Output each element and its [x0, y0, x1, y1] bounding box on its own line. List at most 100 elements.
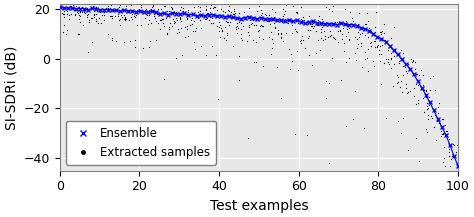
Point — [389, 84, 397, 88]
Point — [402, 87, 410, 90]
Point — [188, 22, 196, 26]
Point — [372, 46, 379, 49]
Point — [235, 54, 243, 58]
Point — [279, 39, 287, 43]
Point — [157, 7, 165, 10]
Point — [373, 44, 381, 48]
Point — [154, 7, 162, 11]
Point — [217, 7, 225, 11]
Point — [113, 8, 121, 12]
Point — [202, 4, 210, 7]
Point — [281, 9, 289, 13]
Point — [346, 10, 354, 14]
Point — [388, 177, 396, 180]
Point — [195, 13, 203, 16]
Point — [158, 17, 166, 20]
Point — [285, 48, 293, 51]
Point — [83, 13, 91, 17]
Point — [159, 21, 167, 24]
Point — [457, 187, 465, 190]
Point — [244, 137, 251, 140]
Point — [280, 7, 287, 11]
Point — [117, 24, 124, 27]
Point — [360, 126, 368, 130]
Point — [298, 18, 305, 21]
Point — [191, 47, 199, 50]
Point — [83, 7, 91, 11]
Point — [114, 12, 121, 15]
Point — [430, 191, 438, 194]
Point — [378, 29, 386, 33]
Point — [113, 7, 120, 11]
Point — [419, 88, 427, 92]
Point — [277, 32, 285, 35]
Point — [152, 16, 159, 19]
Legend: Ensemble, Extracted samples: Ensemble, Extracted samples — [66, 121, 216, 165]
Point — [367, 40, 374, 43]
Point — [370, 64, 378, 68]
Point — [274, 32, 282, 35]
Point — [133, 24, 141, 27]
Point — [271, 21, 278, 24]
Point — [447, 176, 455, 179]
Point — [128, 3, 135, 7]
Point — [394, 75, 402, 79]
Point — [336, 0, 344, 2]
Point — [279, 20, 286, 23]
Point — [366, 42, 374, 45]
Point — [423, 102, 430, 105]
Point — [419, 73, 427, 77]
Point — [306, 53, 313, 56]
Point — [378, 43, 385, 46]
Point — [335, 2, 342, 5]
Point — [316, 49, 324, 52]
Point — [401, 65, 409, 69]
Point — [292, 29, 300, 32]
Point — [165, 0, 173, 3]
Point — [160, 77, 167, 81]
Point — [81, 11, 88, 14]
Point — [215, 25, 222, 28]
Point — [286, 17, 294, 20]
Point — [171, 20, 179, 24]
Point — [125, 11, 132, 14]
Point — [267, 52, 275, 55]
Point — [328, 10, 336, 13]
Point — [255, 4, 263, 7]
Point — [83, 7, 91, 10]
Point — [431, 125, 438, 128]
Point — [176, 16, 184, 19]
Point — [76, 21, 84, 24]
Point — [377, 52, 385, 56]
Point — [256, 24, 264, 27]
Point — [168, 7, 176, 10]
Point — [445, 150, 453, 154]
Point — [149, 4, 157, 8]
Point — [297, 38, 305, 41]
Point — [236, 20, 243, 24]
Point — [225, 20, 232, 24]
Point — [179, 6, 186, 10]
Point — [386, 62, 393, 66]
Point — [306, 34, 313, 38]
Point — [327, 35, 334, 38]
Point — [423, 104, 431, 107]
Point — [88, 16, 95, 20]
Point — [217, 27, 225, 30]
Point — [288, 31, 296, 35]
Point — [420, 88, 428, 91]
Point — [190, 5, 198, 8]
Point — [380, 61, 387, 64]
Point — [326, 161, 333, 164]
Point — [197, 27, 204, 30]
Point — [121, 16, 129, 19]
Point — [258, 17, 265, 21]
Point — [72, 13, 79, 17]
Point — [252, 18, 260, 21]
Point — [442, 164, 449, 168]
Point — [391, 54, 398, 58]
Point — [395, 51, 402, 54]
Point — [216, 30, 223, 33]
Point — [208, 22, 215, 25]
Point — [217, 35, 224, 38]
